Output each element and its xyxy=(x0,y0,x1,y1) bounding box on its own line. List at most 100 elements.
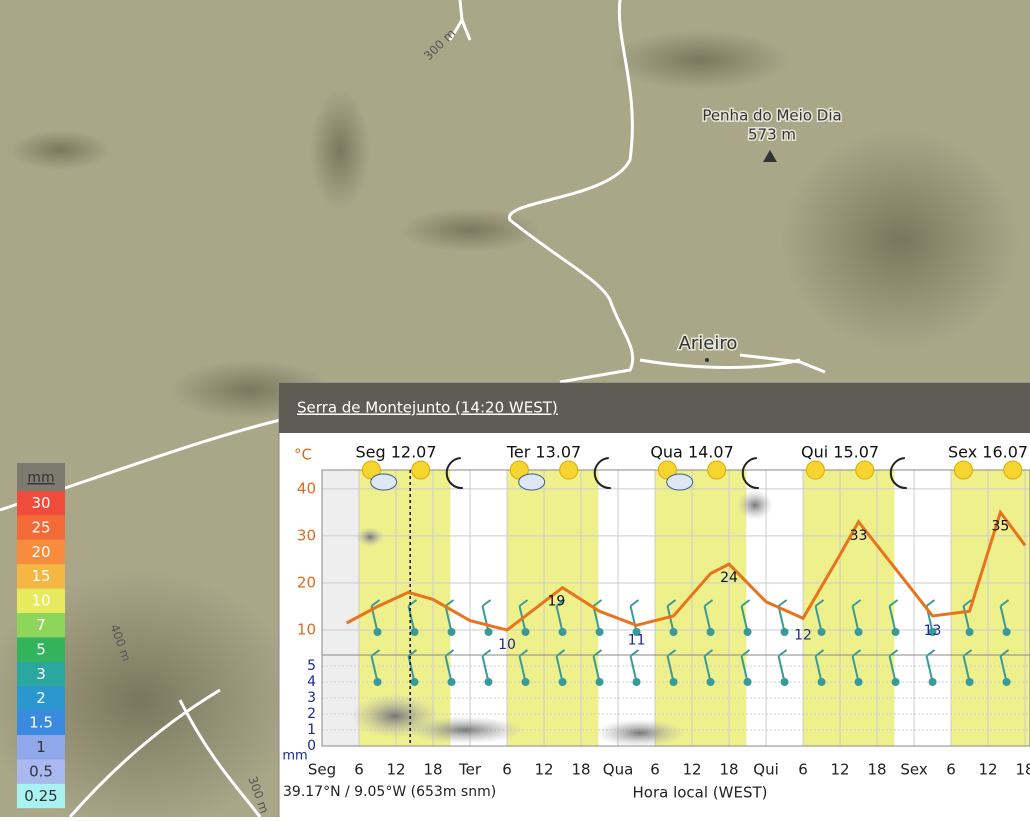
wind-dot xyxy=(595,678,604,686)
wind-dot xyxy=(817,678,826,686)
x-tick-label: 18 xyxy=(423,761,442,779)
wind-barb xyxy=(888,655,897,683)
peak-name: Penha do Meio Dia xyxy=(702,107,841,125)
x-tick-label: Qua xyxy=(603,761,634,779)
sun-icon xyxy=(1003,460,1023,480)
wind-barb xyxy=(666,599,677,607)
legend-label: 0.5 xyxy=(29,762,53,780)
wind-dot xyxy=(780,678,789,686)
legend-label: 3 xyxy=(36,665,46,683)
sun-icon xyxy=(707,460,727,480)
legend-label: 1 xyxy=(36,738,46,756)
place-name: Arieiro xyxy=(679,333,738,354)
wind-dot xyxy=(484,628,493,636)
legend-label: 20 xyxy=(31,543,50,561)
wind-barb xyxy=(444,605,453,633)
wind-barb xyxy=(629,655,638,683)
wind-barb xyxy=(740,649,751,657)
x-tick-label: 12 xyxy=(386,761,405,779)
wind-dot xyxy=(632,628,641,636)
wind-barb xyxy=(370,599,381,607)
wind-barb xyxy=(777,605,786,633)
wind-barb xyxy=(851,655,860,683)
wind-barb xyxy=(407,655,416,683)
legend-label: 10 xyxy=(31,592,50,610)
x-tick-label: 18 xyxy=(868,761,887,779)
wind-barb xyxy=(444,655,453,683)
x-tick-label: Ter xyxy=(458,761,482,779)
legend-swatch xyxy=(17,686,65,711)
legend-swatch xyxy=(17,539,65,565)
popup-title[interactable]: Serra de Montejunto (14:20 WEST) xyxy=(297,399,558,417)
wind-barb xyxy=(666,649,677,657)
wind-barb xyxy=(814,605,823,633)
temp-tick-label: 20 xyxy=(297,573,316,591)
past-area xyxy=(322,470,360,746)
wind-barb xyxy=(999,599,1010,607)
temp-label: 24 xyxy=(720,570,738,586)
temp-label: 35 xyxy=(991,518,1009,534)
wind-dot xyxy=(1002,678,1011,686)
x-tick-label: 6 xyxy=(354,761,364,779)
precip-tick-label: 1 xyxy=(307,722,316,738)
wind-dot xyxy=(928,678,937,686)
wind-barb xyxy=(481,655,490,683)
cloud-icon xyxy=(518,473,546,491)
legend-swatch xyxy=(17,491,65,516)
x-tick-label: 12 xyxy=(831,761,850,779)
wind-barb xyxy=(703,649,714,657)
precip-unit: mm xyxy=(282,749,307,764)
x-tick-label: 12 xyxy=(682,761,701,779)
wind-barb xyxy=(666,655,675,683)
x-tick-label: 6 xyxy=(502,761,512,779)
wind-dot xyxy=(928,628,937,636)
wind-barb xyxy=(888,599,899,607)
moon-icon xyxy=(593,457,611,490)
cloud-cover xyxy=(356,527,384,547)
temp-tick-label: 10 xyxy=(297,621,316,639)
daylight-band xyxy=(507,470,599,746)
temp-label: 12 xyxy=(794,628,812,644)
wind-dot xyxy=(484,678,493,686)
daylight-band xyxy=(951,470,1030,746)
temp-tick-label: 40 xyxy=(297,479,316,497)
wind-dot xyxy=(373,678,382,686)
x-tick-label: 18 xyxy=(1016,761,1030,779)
wind-barb xyxy=(851,599,862,607)
wind-barb xyxy=(814,649,825,657)
precip-tick-label: 0 xyxy=(307,738,316,754)
wind-dot xyxy=(854,678,863,686)
sun-icon xyxy=(411,460,431,480)
x-tick-label: 18 xyxy=(571,761,590,779)
legend-label: 30 xyxy=(31,494,50,512)
temp-label: 11 xyxy=(628,632,646,648)
wind-barb xyxy=(962,649,973,657)
wind-barb xyxy=(518,655,527,683)
wind-barb xyxy=(592,599,603,607)
legend-swatch xyxy=(17,710,65,735)
sun-icon xyxy=(855,460,875,480)
wind-dot xyxy=(1002,628,1011,636)
legend-label: 1.5 xyxy=(29,714,53,732)
day-label: Qui 15.07 xyxy=(801,443,879,462)
cloud-cover xyxy=(405,716,525,744)
wind-barb xyxy=(518,649,529,657)
legend-label: 2 xyxy=(36,689,46,707)
day-label: Qua 14.07 xyxy=(650,443,733,462)
day-label: Seg 12.07 xyxy=(355,443,436,462)
wind-dot xyxy=(891,678,900,686)
legend-swatch xyxy=(17,613,65,638)
day-label: Ter 13.07 xyxy=(506,443,581,462)
temperature-line xyxy=(345,509,1027,632)
x-tick-label: 6 xyxy=(798,761,808,779)
wind-barb xyxy=(703,655,712,683)
wind-dot xyxy=(706,628,715,636)
wind-dot xyxy=(891,628,900,636)
wind-barb xyxy=(777,599,788,607)
temp-label: 33 xyxy=(850,528,868,544)
wind-dot xyxy=(521,678,530,686)
cloud-icon xyxy=(370,473,398,491)
wind-barb xyxy=(444,599,455,607)
wind-barb xyxy=(740,605,749,633)
wind-dot xyxy=(447,678,456,686)
